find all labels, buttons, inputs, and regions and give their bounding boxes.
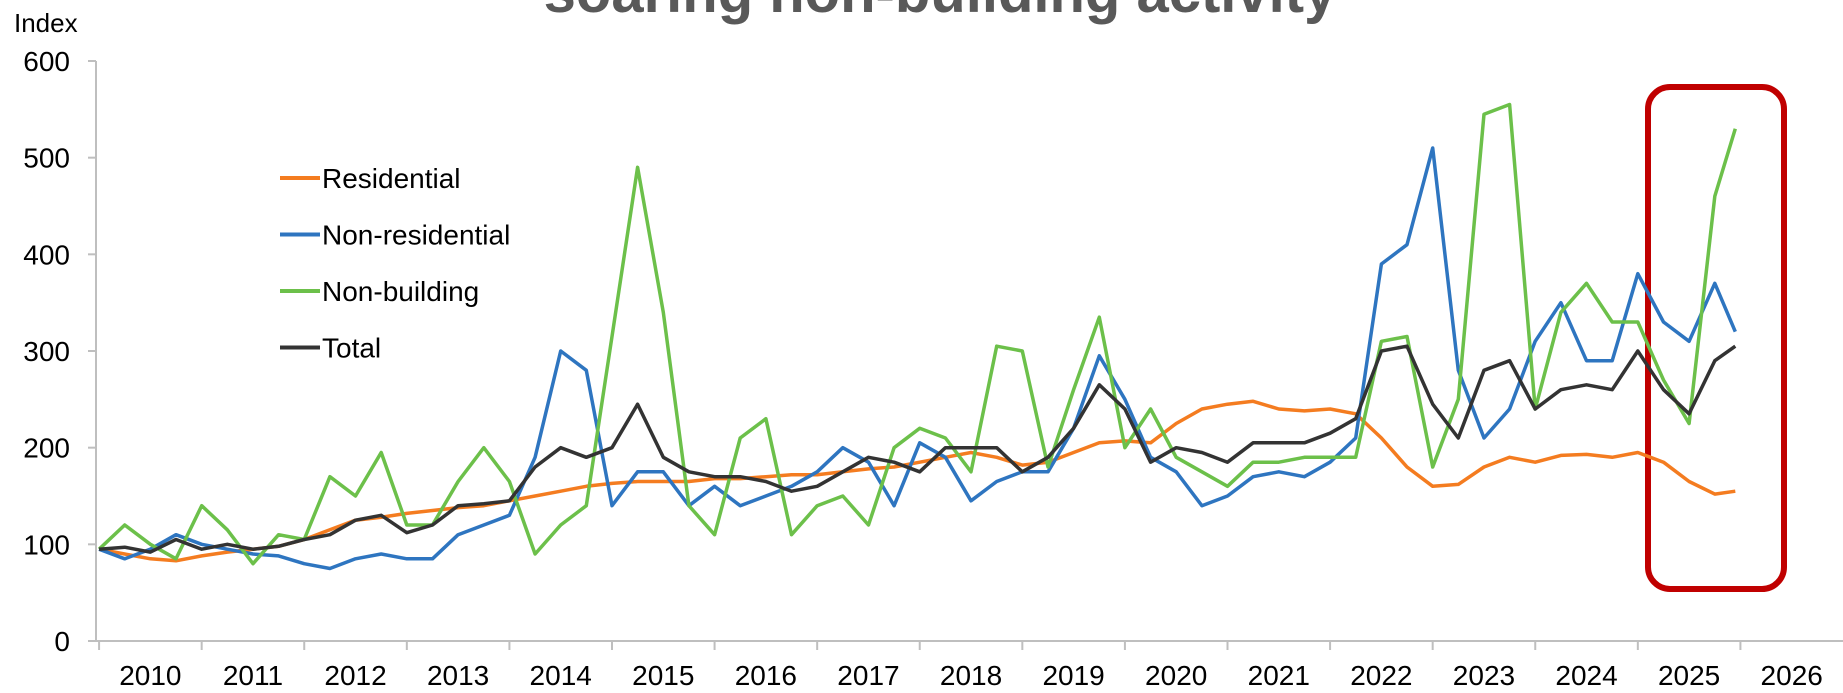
series-line <box>98 399 1736 563</box>
x-tick-label: 2020 <box>1145 660 1207 691</box>
legend-label: Total <box>322 333 381 364</box>
x-tick-label: 2025 <box>1658 660 1720 691</box>
chart-title: soaring non-building activity <box>544 0 1337 25</box>
y-tick-label: 400 <box>23 239 70 270</box>
x-tick-label: 2022 <box>1350 660 1412 691</box>
legend-label: Non-building <box>322 276 479 307</box>
legend-label: Residential <box>322 163 461 194</box>
y-tick-label: 600 <box>23 46 70 77</box>
x-tick-label: 2023 <box>1453 660 1515 691</box>
y-tick-label: 500 <box>23 143 70 174</box>
x-tick-label: 2019 <box>1042 660 1104 691</box>
legend-label: Non-residential <box>322 220 510 251</box>
x-tick-label: 2017 <box>837 660 899 691</box>
x-tick-label: 2014 <box>530 660 592 691</box>
x-tick-label: 2021 <box>1248 660 1310 691</box>
x-tick-label: 2026 <box>1761 660 1823 691</box>
highlight-box <box>1645 84 1787 592</box>
x-tick-label: 2016 <box>735 660 797 691</box>
x-tick-label: 2011 <box>223 660 283 691</box>
x-tick-label: 2013 <box>427 660 489 691</box>
x-tick-label: 2012 <box>324 660 386 691</box>
y-tick-label: 100 <box>23 529 70 560</box>
x-tick-label: 2024 <box>1555 660 1617 691</box>
series-line <box>98 146 1737 571</box>
y-tick-label: 200 <box>23 433 70 464</box>
y-tick-label: 0 <box>54 626 70 657</box>
x-tick-label: 2015 <box>632 660 694 691</box>
x-tick-label: 2018 <box>940 660 1002 691</box>
series-line <box>98 344 1737 554</box>
y-axis-label: Index <box>14 8 78 38</box>
series-line <box>97 102 1737 566</box>
x-tick-label: 2010 <box>119 660 181 691</box>
y-tick-label: 300 <box>23 336 70 367</box>
